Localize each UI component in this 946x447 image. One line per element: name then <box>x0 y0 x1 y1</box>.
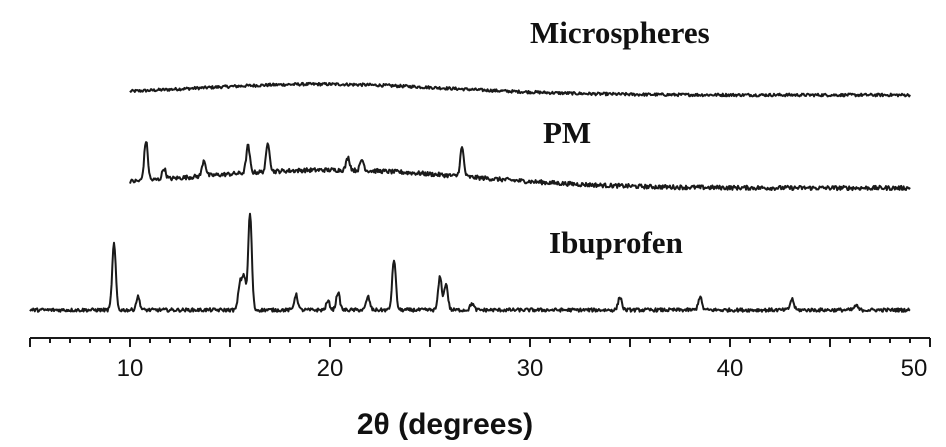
x-tick-label: 50 <box>901 355 928 382</box>
x-axis-title: 2θ (degrees) <box>357 408 533 441</box>
series-label-ibuprofen: Ibuprofen <box>549 225 683 260</box>
x-tick-label: 20 <box>317 355 344 382</box>
x-tick-label: 10 <box>117 355 144 382</box>
x-tick-label: 30 <box>517 355 544 382</box>
series-label-microspheres: Microspheres <box>530 15 710 50</box>
series-label-pm: PM <box>543 115 591 150</box>
traces-group <box>29 81 911 313</box>
trace-pm <box>129 141 911 192</box>
x-tick-label: 40 <box>717 355 744 382</box>
trace-microspheres <box>129 81 911 98</box>
trace-ibuprofen <box>29 212 911 313</box>
x-axis-ticks: 10 20 30 40 50 <box>29 338 931 382</box>
